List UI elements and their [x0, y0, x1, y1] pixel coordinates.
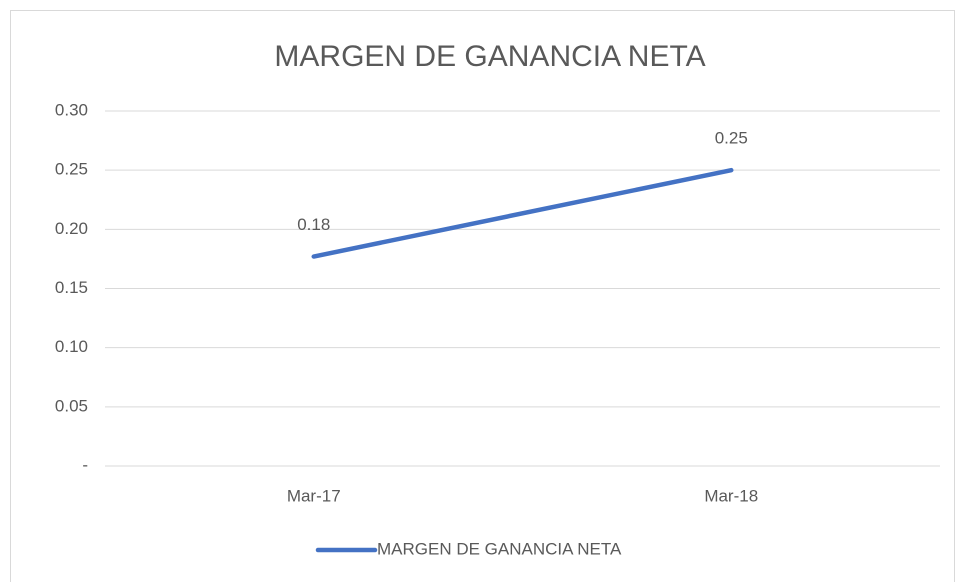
- y-tick-label: 0.20: [55, 219, 88, 238]
- data-line: [311, 167, 734, 259]
- y-tick-label: 0.30: [55, 100, 88, 119]
- y-tick-label: 0.10: [55, 337, 88, 356]
- data-label: 0.25: [715, 129, 748, 148]
- y-tick-label: -: [82, 455, 88, 474]
- y-tick-label: 0.25: [55, 160, 88, 179]
- legend-label: MARGEN DE GANANCIA NETA: [377, 539, 622, 558]
- y-tick-label: 0.15: [55, 278, 88, 297]
- chart-title: MARGEN DE GANANCIA NETA: [274, 40, 705, 73]
- x-tick-label: Mar-18: [704, 486, 758, 505]
- y-tick-label: 0.05: [55, 396, 88, 415]
- data-label: 0.18: [297, 215, 330, 234]
- chart-border: [10, 10, 955, 582]
- x-tick-label: Mar-17: [287, 486, 341, 505]
